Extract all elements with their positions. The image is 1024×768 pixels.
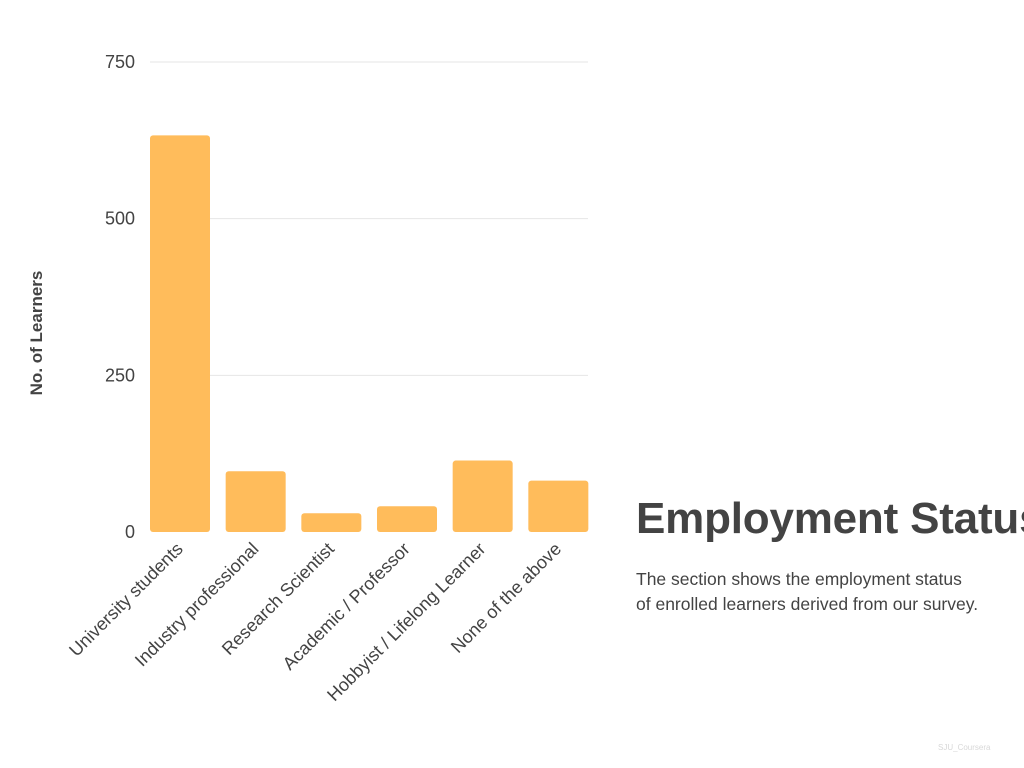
- bars: [150, 135, 589, 532]
- bar: [225, 471, 286, 532]
- section-title: Employment Status: [636, 494, 1024, 543]
- x-tick-label: Industry professional: [131, 539, 263, 671]
- description-line-2: of enrolled learners derived from our su…: [636, 594, 979, 614]
- y-axis-label: No. of Learners: [27, 271, 46, 396]
- y-tick-label: 0: [125, 522, 135, 542]
- y-tick-label: 250: [105, 365, 135, 385]
- y-axis-ticks: 0 250 500 750: [105, 52, 135, 542]
- bar: [528, 480, 589, 532]
- watermark: SJU_Coursera: [938, 743, 991, 752]
- description-line-1: The section shows the employment status: [636, 569, 962, 589]
- bar: [150, 135, 210, 532]
- y-tick-label: 750: [105, 52, 135, 72]
- section-description: The section shows the employment status …: [636, 567, 1016, 617]
- grid-lines: [150, 61, 588, 376]
- x-tick-label: Academic / Professor: [279, 539, 414, 674]
- y-tick-label: 500: [105, 209, 135, 229]
- x-tick-label: Hobbyist / Lifelong Learner: [323, 539, 489, 705]
- bar: [377, 506, 437, 532]
- bar: [301, 513, 362, 532]
- bar: [452, 460, 513, 532]
